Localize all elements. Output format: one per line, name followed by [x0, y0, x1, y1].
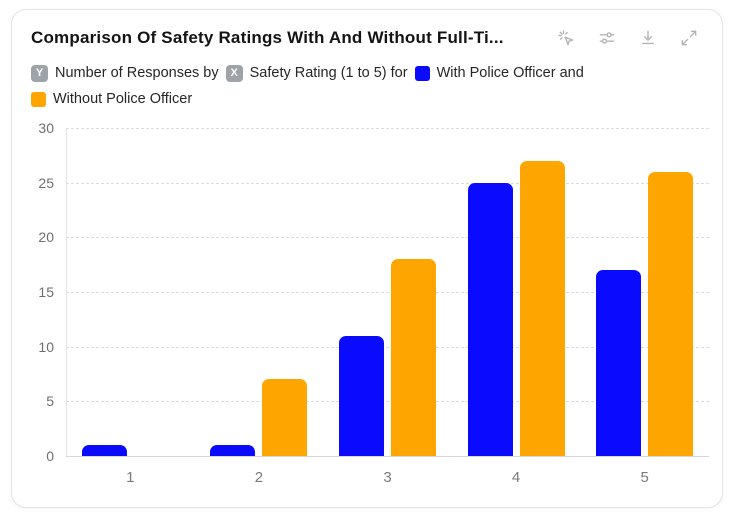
legend-line-1: Y Number of Responses by X Safety Rating…: [31, 60, 699, 86]
chart-title: Comparison Of Safety Ratings With And Wi…: [31, 28, 504, 47]
bar-with-police-rating-1[interactable]: [81, 445, 127, 456]
y-tick-label: 0: [46, 448, 54, 464]
y-tick-label: 5: [46, 393, 54, 410]
bar-without-police-rating-5[interactable]: [648, 171, 694, 456]
plot-area: 0 5 10 15 20 25 30: [38, 120, 709, 464]
settings-sliders-button[interactable]: [597, 28, 617, 48]
y-tick-label: 25: [38, 174, 54, 191]
card-header: Comparison Of Safety Ratings With And Wi…: [12, 10, 722, 48]
download-icon: [641, 30, 655, 45]
expand-button[interactable]: [679, 28, 699, 48]
legend-line-2: Without Police Officer: [31, 86, 699, 112]
x-tick-label: 4: [511, 469, 521, 486]
series2-label: Without Police Officer: [53, 91, 193, 107]
gridline: [66, 128, 709, 129]
y-tick-label: 15: [38, 284, 54, 300]
y-axis-label: Number of Responses by: [55, 65, 219, 81]
bar-with-police-rating-3[interactable]: [338, 335, 384, 456]
bar-without-police-rating-2[interactable]: [262, 379, 308, 456]
bar-groups: [66, 128, 709, 456]
x-axis-badge: X: [225, 64, 243, 82]
series1-label: With Police Officer and: [436, 65, 584, 81]
interact-cursor-button[interactable]: [556, 28, 576, 48]
bar-group-3: [323, 128, 452, 456]
chart-card: Comparison Of Safety Ratings With And Wi…: [11, 9, 723, 508]
bar-group-4: [452, 128, 581, 456]
gridline: [66, 292, 709, 293]
gridline: [66, 346, 709, 348]
y-tick-label: 10: [38, 338, 54, 355]
x-tick-label: 5: [640, 469, 649, 486]
x-axis-baseline: [66, 456, 709, 457]
x-tick-label: 3: [383, 469, 392, 486]
bar-group-2: [195, 128, 324, 456]
series2-swatch: [31, 91, 46, 107]
cursor-spark-icon: [558, 30, 574, 46]
x-tick-labels: 1 2 3 4 5: [66, 469, 709, 486]
gridline: [66, 237, 709, 239]
x-tick-label: 2: [254, 469, 264, 486]
bar-without-police-rating-4[interactable]: [519, 160, 565, 456]
sliders-icon: [599, 32, 615, 44]
bar-with-police-rating-2[interactable]: [210, 445, 256, 456]
series1-swatch: [414, 65, 430, 81]
x-axis-label: Safety Rating (1 to 5) for: [249, 65, 408, 81]
chart-toolbar: [556, 28, 699, 48]
y-tick-label: 20: [38, 229, 54, 246]
expand-icon: [681, 30, 697, 46]
gridline: [66, 401, 709, 403]
bar-without-police-rating-3[interactable]: [390, 259, 436, 456]
bar-with-police-rating-5[interactable]: [596, 270, 642, 456]
gridline: [66, 182, 709, 184]
bar-with-police-rating-4[interactable]: [467, 182, 513, 456]
download-button[interactable]: [638, 28, 658, 48]
bar-group-1: [66, 128, 195, 456]
bar-group-5: [580, 128, 709, 456]
chart-legend: Y Number of Responses by X Safety Rating…: [12, 48, 722, 112]
y-axis-badge: Y: [31, 64, 48, 82]
x-tick-label: 1: [126, 469, 135, 486]
y-tick-label: 30: [38, 120, 54, 136]
